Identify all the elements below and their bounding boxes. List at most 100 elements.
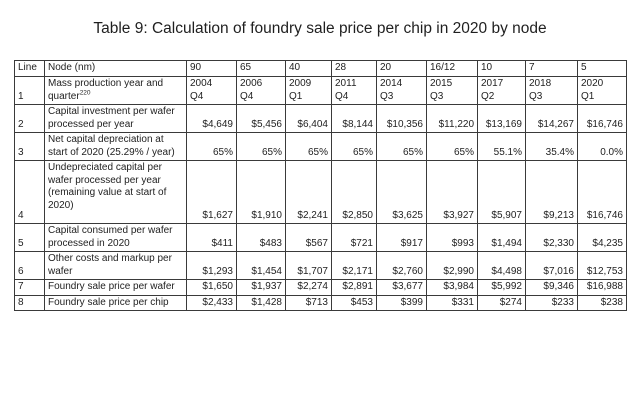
quarter-text: Q2	[481, 90, 495, 102]
value-cell: $2,330	[525, 223, 578, 252]
value-cell: $1,650	[186, 279, 237, 296]
value-cell: $16,988	[577, 279, 627, 296]
value-cell: $2,990	[426, 251, 478, 280]
value-cell: $1,707	[285, 251, 332, 280]
row-label-text: Capital consumed per wafer processed in …	[48, 225, 173, 249]
quarter-text: Q4	[240, 90, 254, 102]
year-text: 2011	[335, 78, 357, 89]
value-cell: $2,433	[186, 294, 237, 311]
value-cell: $1,910	[236, 160, 286, 224]
header-node-value: 10	[477, 60, 526, 77]
quarter-text: Q1	[289, 90, 303, 102]
footnote-marker: 220	[79, 89, 91, 97]
value-cell: $8,144	[331, 104, 377, 133]
value-cell: $993	[426, 223, 478, 252]
year-text: 2015	[430, 78, 453, 89]
value-cell: $16,746	[577, 160, 627, 224]
value-cell: $1,627	[186, 160, 237, 224]
value-cell: 35.4%	[525, 132, 578, 161]
value-cell: $1,937	[236, 279, 286, 296]
row-label: Capital investment per wafer processed p…	[44, 104, 187, 133]
value-cell: $2,850	[331, 160, 377, 224]
table-row: 7 Foundry sale price per wafer $1,650 $1,93…	[14, 279, 627, 296]
table-row: 6 Other costs and markup per wafer $1,293 $…	[14, 251, 627, 280]
line-number: 1	[14, 76, 45, 105]
row-label-text: Foundry sale price per wafer	[48, 281, 175, 292]
year-quarter-cell: 2018 Q3	[525, 76, 578, 105]
value-cell: $453	[331, 294, 377, 311]
year-quarter-cell: 2009 Q1	[285, 76, 332, 105]
value-cell: $2,891	[331, 279, 377, 296]
row-label-text: Foundry sale price per chip	[48, 296, 169, 308]
header-node-value: 20	[376, 60, 427, 77]
value-cell: 65%	[285, 132, 332, 161]
year-text: 2004	[190, 78, 213, 89]
quarter-text: Q3	[430, 90, 444, 102]
row-label-text: Undepreciated capital per wafer processe…	[48, 162, 167, 211]
quarter-text: Q3	[529, 90, 543, 102]
row-label: Mass production year and quarter220	[44, 76, 187, 105]
year-text: 2014	[380, 78, 403, 89]
table-row: 2 Capital investment per wafer processed …	[14, 104, 627, 133]
row-label-text: Mass production year and quarter	[48, 78, 164, 102]
value-cell: $3,984	[426, 279, 478, 296]
year-quarter-cell: 2006 Q4	[236, 76, 286, 105]
header-node-value: 65	[236, 60, 286, 77]
header-node-value: 5	[577, 60, 627, 77]
value-cell: $567	[285, 223, 332, 252]
year-text: 2020	[581, 78, 604, 89]
value-cell: $4,649	[186, 104, 237, 133]
row-label: Undepreciated capital per wafer processe…	[44, 160, 187, 224]
value-cell: $5,992	[477, 279, 526, 296]
header-line: Line	[14, 60, 45, 77]
row-label: Foundry sale price per wafer	[44, 279, 187, 296]
value-cell: $13,169	[477, 104, 526, 133]
line-number: 2	[14, 104, 45, 133]
table-row: 3 Net capital depreciation at start of 20…	[14, 132, 627, 161]
row-label: Foundry sale price per chip	[44, 294, 187, 311]
row-label-text: Capital investment per wafer processed p…	[48, 106, 175, 130]
line-number: 8	[14, 294, 45, 311]
value-cell: $1,428	[236, 294, 286, 311]
value-cell: $7,016	[525, 251, 578, 280]
value-cell: $2,241	[285, 160, 332, 224]
header-node-value: 7	[525, 60, 578, 77]
header-node: Node (nm)	[44, 60, 187, 77]
value-cell: 65%	[186, 132, 237, 161]
table-row: 4 Undepreciated capital per wafer process…	[14, 160, 627, 224]
table-title: Table 9: Calculation of foundry sale pri…	[93, 20, 547, 37]
value-cell: $917	[376, 223, 427, 252]
quarter-text: Q1	[581, 90, 595, 102]
quarter-text: Q4	[190, 90, 204, 102]
value-cell: 0.0%	[577, 132, 627, 161]
value-cell: $1,494	[477, 223, 526, 252]
table-row: 8 Foundry sale price per chip $2,433 $1,428…	[14, 294, 627, 311]
value-cell: $713	[285, 294, 332, 311]
value-cell: $2,760	[376, 251, 427, 280]
value-cell: 65%	[426, 132, 478, 161]
value-cell: $5,907	[477, 160, 526, 224]
value-cell: $10,356	[376, 104, 427, 133]
foundry-price-table: Line Node (nm) 90 65 40 28 20 16/12 10 7…	[14, 60, 627, 311]
header-node-value: 40	[285, 60, 332, 77]
value-cell: $11,220	[426, 104, 478, 133]
value-cell: $233	[525, 294, 578, 311]
line-number: 5	[14, 223, 45, 252]
value-cell: $2,171	[331, 251, 377, 280]
year-text: 2006	[240, 78, 263, 89]
value-cell: $274	[477, 294, 526, 311]
year-quarter-cell: 2017 Q2	[477, 76, 526, 105]
table-row: 1 Mass production year and quarter220 2004…	[14, 76, 627, 105]
value-cell: $9,346	[525, 279, 578, 296]
year-quarter-cell: 2014 Q3	[376, 76, 427, 105]
value-cell: $3,927	[426, 160, 478, 224]
value-cell: $1,454	[236, 251, 286, 280]
line-number: 3	[14, 132, 45, 161]
header-node-value: 28	[331, 60, 377, 77]
value-cell: $238	[577, 294, 627, 311]
value-cell: $1,293	[186, 251, 237, 280]
year-text: 2017	[481, 78, 504, 89]
row-label: Net capital depreciation at start of 202…	[44, 132, 187, 161]
line-number: 4	[14, 160, 45, 224]
value-cell: $5,456	[236, 104, 286, 133]
